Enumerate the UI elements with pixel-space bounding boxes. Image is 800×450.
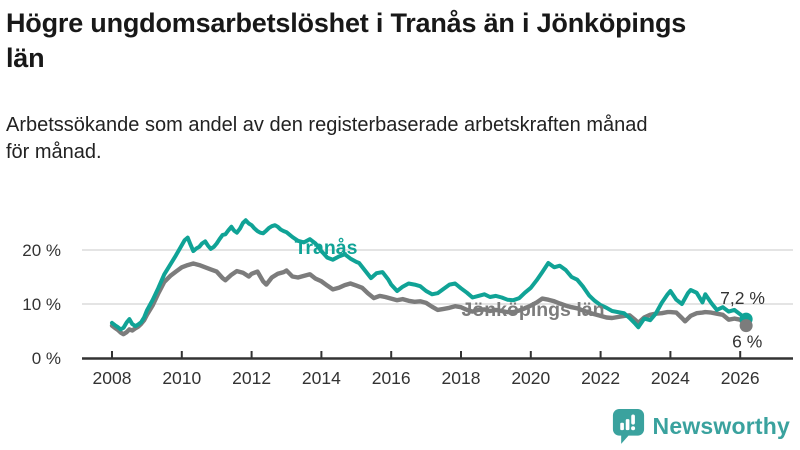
series-end-value-j-nk-pings-l-n: 6 %: [732, 332, 762, 352]
x-tick-label: 2018: [442, 368, 481, 388]
x-tick-label: 2008: [93, 368, 132, 388]
x-tick-label: 2026: [721, 368, 760, 388]
y-tick-label: 20 %: [22, 241, 61, 260]
series-end-dot-j-nk-pings-l-n: [739, 319, 753, 333]
series-end-value-tran-s: 7,2 %: [720, 288, 765, 308]
x-tick-label: 2016: [372, 368, 411, 388]
y-tick-label: 10 %: [22, 295, 61, 314]
y-tick-label: 0 %: [32, 349, 61, 368]
x-tick-label: 2024: [651, 368, 690, 388]
page-title: Högre ungdomsarbetslöshet i Tranås än i …: [6, 8, 687, 74]
chart-description: Arbetssökande som andel av den registerb…: [6, 114, 648, 163]
newsworthy-wordmark: Newsworthy: [652, 412, 790, 439]
series-label-tran-s: Tranås: [295, 236, 358, 259]
x-tick-label: 2010: [162, 368, 201, 388]
series-label-j-nk-pings-l-n: Jönköpings län: [461, 299, 604, 321]
x-tick-label: 2022: [581, 368, 620, 388]
newsworthy-logo: Newsworthy: [612, 408, 790, 444]
newsworthy-bubble-chart-icon: [612, 409, 644, 444]
x-tick-label: 2012: [232, 368, 271, 388]
series-line-tran-s: [110, 218, 749, 332]
x-tick-label: 2014: [302, 368, 341, 388]
series-line-j-nk-pings-l-n: [109, 261, 749, 337]
x-tick-label: 2020: [511, 368, 550, 388]
